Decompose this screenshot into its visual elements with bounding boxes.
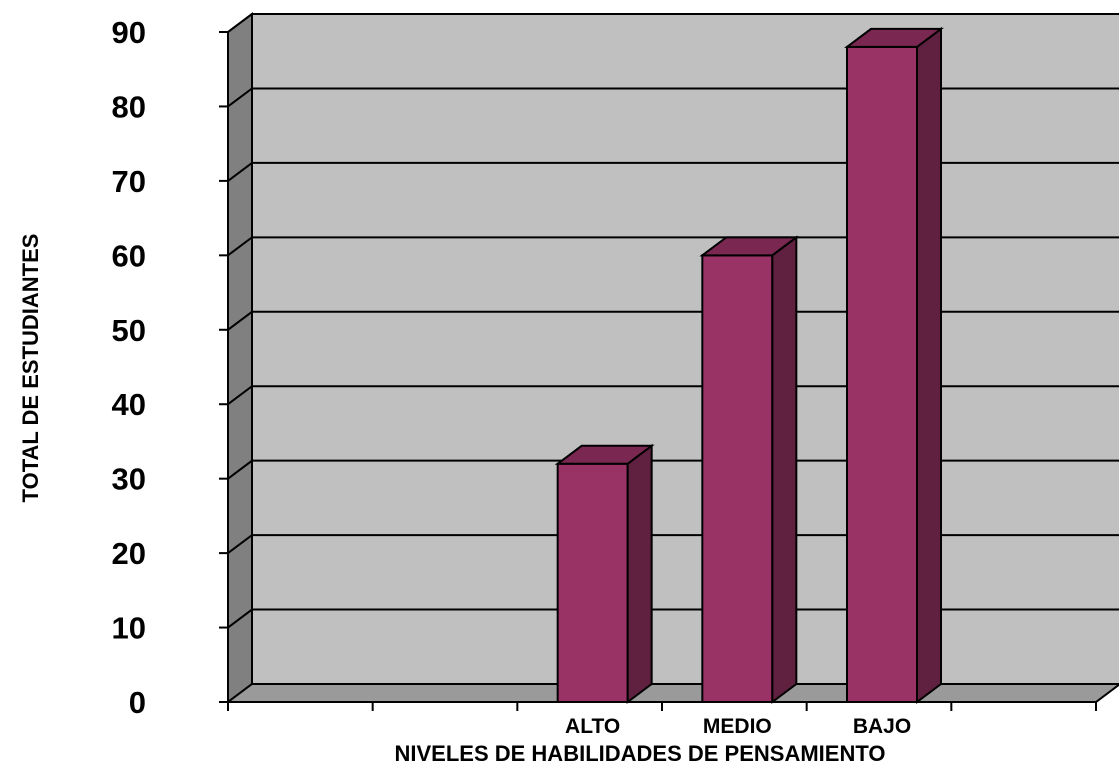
bar-alto [554,443,655,704]
y-axis-title: TOTAL DE ESTUDIANTES [18,234,43,503]
bar-top [699,236,800,257]
gridline [227,608,1119,629]
gridline [227,310,1119,331]
x-tick-label: MEDIO [703,715,772,738]
x-tick-label: BAJO [853,715,911,738]
gridline [227,534,1119,554]
gridline [227,13,1119,33]
bar-top [844,27,944,48]
bar-bajo [844,26,944,704]
y-tick-label: 10 [112,611,146,646]
bar-top [554,444,655,465]
y-tick-label: 70 [112,164,146,199]
gridlines [227,13,1119,629]
y-tick-label: 60 [112,238,146,273]
y-tick-label: 30 [112,462,146,497]
bar-front [556,462,629,703]
y-tick-label: 20 [112,536,146,571]
gridline [227,236,1119,257]
gridline [227,459,1119,480]
x-tick-labels: ALTO MEDIO BAJO [565,715,911,738]
gridline [227,161,1119,182]
left-side-wall [227,12,253,704]
y-tick-label: 90 [112,15,146,50]
chart-floor [225,683,1119,703]
axes [219,31,1097,711]
y-tick-label: 0 [129,685,146,720]
bar-front [846,45,918,703]
bar-front [701,254,774,703]
y-tick-label: 80 [112,89,146,124]
x-axis-title: NIVELES DE HABILIDADES DE PENSAMIENTO [395,741,886,766]
y-tick-label: 50 [112,313,146,348]
bar-medio [699,235,800,704]
gridline [227,385,1119,406]
gridline [227,87,1119,108]
bar-side [771,235,798,704]
x-tick-label: ALTO [565,715,620,738]
back-wall [251,13,1119,685]
y-tick-label: 40 [112,387,146,422]
bar-side [626,443,653,704]
y-tick-labels: 0 10 20 30 40 50 60 70 80 90 [112,15,146,720]
bar-side [916,26,942,704]
